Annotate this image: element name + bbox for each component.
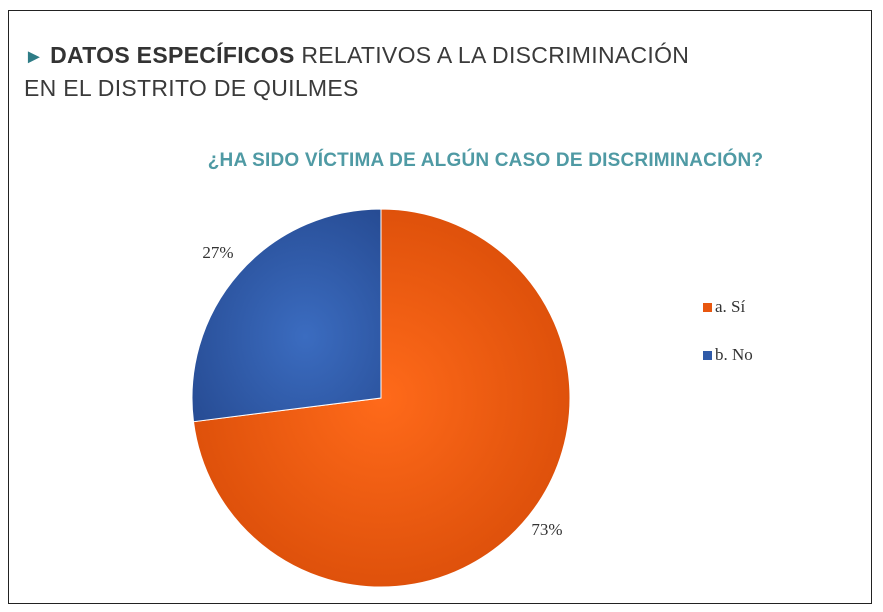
heading-strong: DATOS ESPECÍFICOS xyxy=(50,42,295,68)
legend-item-si: a. Sí xyxy=(703,296,753,318)
legend-swatch xyxy=(703,302,712,312)
triangle-bullet-icon: ► xyxy=(24,46,45,68)
legend-label: b. No xyxy=(715,345,753,364)
pie-slice-no xyxy=(191,208,382,423)
page-heading: ► DATOS ESPECÍFICOS RELATIVOS A LA DISCRI… xyxy=(24,40,844,104)
legend-swatch xyxy=(703,350,712,360)
data-label-no: 27% xyxy=(202,243,233,262)
pie-slice-si xyxy=(192,208,571,588)
legend-item-no: b. No xyxy=(703,344,753,366)
chart-title: ¿HA SIDO VÍCTIMA DE ALGÚN CASO DE DISCRI… xyxy=(207,150,764,171)
data-label-si: 73% xyxy=(531,520,562,539)
heading-line2: EN EL DISTRITO DE QUILMES xyxy=(24,75,359,101)
heading-rest: RELATIVOS A LA DISCRIMINACIÓN xyxy=(294,42,690,68)
chart-legend: a. Sí b. No xyxy=(703,296,753,392)
legend-label: a. Sí xyxy=(715,297,746,316)
